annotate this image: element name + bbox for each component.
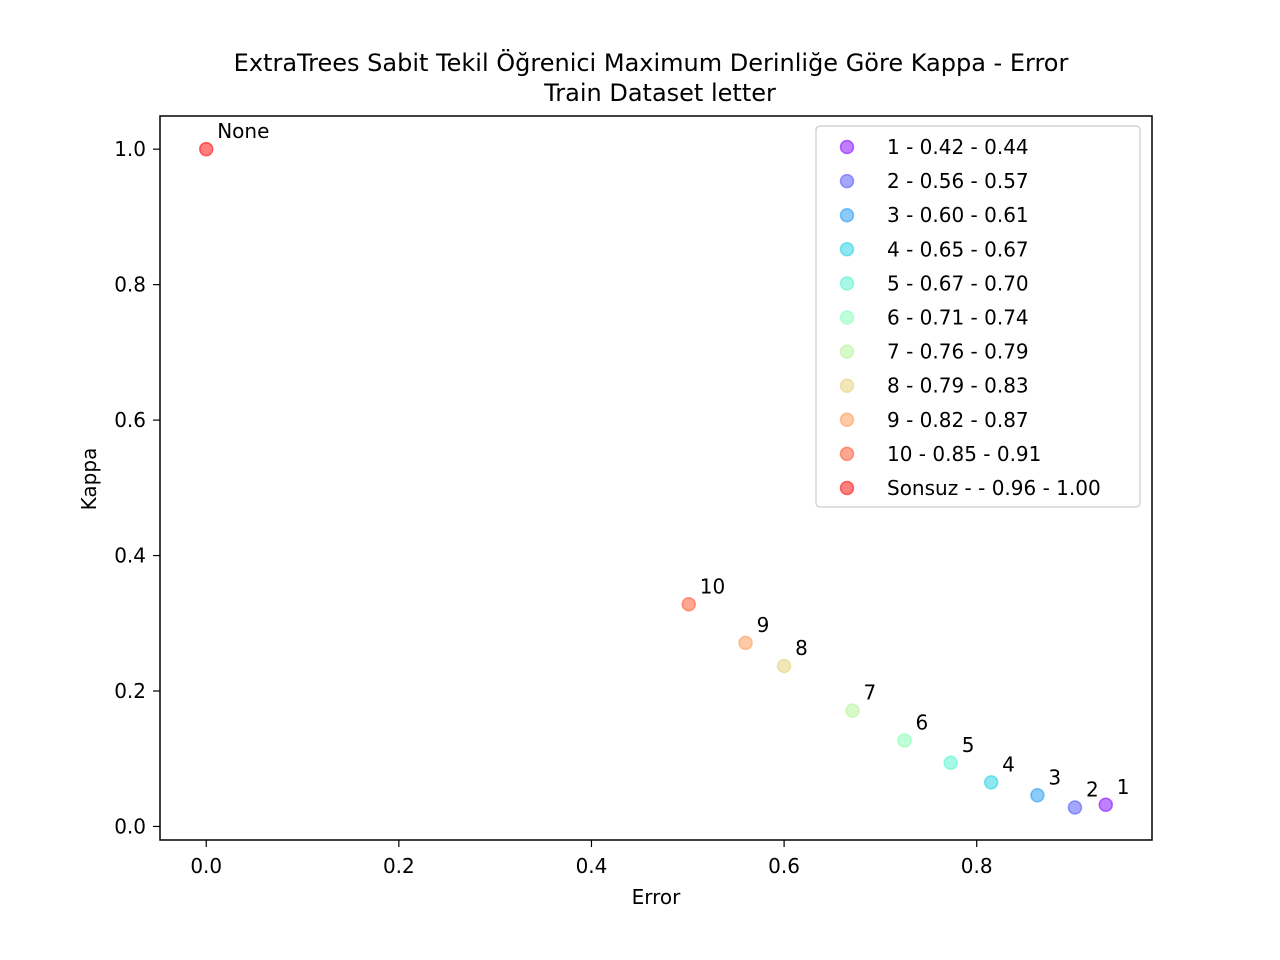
point-label: 5 xyxy=(962,733,975,757)
point-labels: 12 3 4 5 6 7 8 9 10 None xyxy=(217,119,1129,801)
point-label: 3 xyxy=(1048,765,1061,789)
y-tick-label: 1.0 xyxy=(114,137,146,161)
legend-entry: 7 - 0.76 - 0.79 xyxy=(887,340,1029,364)
legend-marker xyxy=(839,173,855,189)
legend-marker xyxy=(839,344,855,359)
data-point xyxy=(738,635,753,651)
x-tick-label: 0.2 xyxy=(383,854,415,878)
point-label: None xyxy=(217,119,269,143)
y-tick-label: 0.0 xyxy=(114,814,146,838)
y-tick-label: 0.2 xyxy=(114,679,146,703)
legend-entry: 4 - 0.65 - 0.67 xyxy=(887,237,1029,261)
data-point xyxy=(776,658,792,674)
data-point xyxy=(983,775,999,790)
legend-entry: 3 - 0.60 - 0.61 xyxy=(887,203,1029,227)
legend-entry: 10 - 0.85 - 0.91 xyxy=(887,442,1041,466)
point-label: 6 xyxy=(915,710,928,734)
legend-marker xyxy=(839,139,855,155)
data-point xyxy=(681,597,696,612)
legend-marker xyxy=(839,310,855,325)
legend-marker xyxy=(839,242,855,257)
y-axis-label: Kappa xyxy=(77,448,101,511)
legend-entry: 1 - 0.42 - 0.44 xyxy=(887,135,1029,159)
point-label: 8 xyxy=(795,636,808,660)
chart-subtitle: Train Dataset letter xyxy=(543,79,776,107)
y-tick-label: 0.4 xyxy=(114,544,146,568)
x-axis-label: Error xyxy=(632,885,682,909)
legend: 1 - 0.42 - 0.44 2 - 0.56 - 0.57 3 - 0.60 -… xyxy=(815,125,1141,508)
legend-marker xyxy=(839,412,855,428)
legend-entry: 5 - 0.67 - 0.70 xyxy=(887,271,1029,295)
legend-marker xyxy=(839,378,855,393)
legend-entry: 9 - 0.82 - 0.87 xyxy=(887,408,1029,432)
point-label: 7 xyxy=(863,681,876,705)
data-point xyxy=(198,141,214,157)
point-label: 2 xyxy=(1086,777,1099,801)
legend-entry: Sonsuz - - 0.96 - 1.00 xyxy=(887,476,1101,500)
axis-ticks: 0.0 0.2 0.4 0.6 0.8 0.0 0.2 0.4 0.6 0.8 1.0 xyxy=(114,137,992,878)
data-points xyxy=(198,141,1114,815)
legend-marker xyxy=(839,480,855,496)
point-label: 1 xyxy=(1117,775,1130,799)
y-tick-label: 0.6 xyxy=(114,408,146,432)
data-point xyxy=(943,755,958,771)
x-tick-label: 0.8 xyxy=(961,854,993,878)
point-label: 4 xyxy=(1002,752,1015,776)
x-tick-label: 0.0 xyxy=(190,854,222,878)
plot-area xyxy=(159,115,1153,841)
data-point xyxy=(1030,788,1045,803)
legend-marker xyxy=(839,446,855,462)
y-tick-label: 0.8 xyxy=(114,273,146,297)
legend-entry: 8 - 0.79 - 0.83 xyxy=(887,374,1029,398)
data-point xyxy=(1098,797,1114,813)
x-tick-label: 0.6 xyxy=(768,854,800,878)
data-point xyxy=(897,733,912,748)
chart-title: ExtraTrees Sabit Tekil Öğrenici Maximum … xyxy=(234,48,1069,77)
legend-marker xyxy=(839,207,855,223)
legend-entry: 2 - 0.56 - 0.57 xyxy=(887,169,1029,193)
data-point xyxy=(1067,800,1083,815)
legend-box xyxy=(815,125,1141,508)
point-label: 10 xyxy=(700,574,725,598)
legend-entry: 6 - 0.71 - 0.74 xyxy=(887,306,1029,330)
legend-marker xyxy=(839,276,855,291)
point-label: 9 xyxy=(757,613,770,637)
x-tick-label: 0.4 xyxy=(576,854,608,878)
data-point xyxy=(845,703,860,718)
